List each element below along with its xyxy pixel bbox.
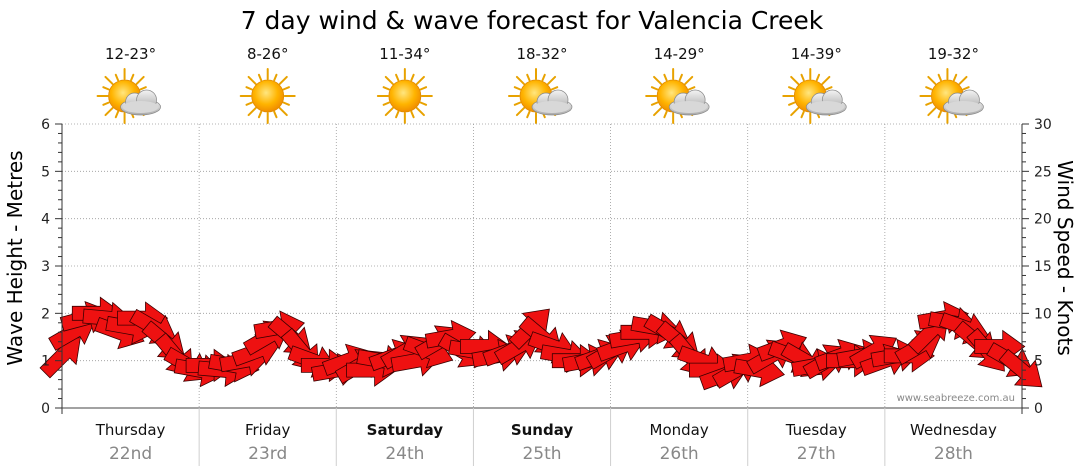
- partly-cloudy-icon: [508, 68, 573, 124]
- day-date-label: 27th: [797, 444, 836, 464]
- day-name-label: Thursday: [95, 421, 166, 439]
- day-name-label: Wednesday: [910, 421, 997, 439]
- left-tick-label: 6: [41, 117, 50, 133]
- day-name-label: Saturday: [367, 421, 444, 439]
- day-name-label: Friday: [245, 421, 291, 439]
- left-tick-label: 1: [41, 354, 50, 370]
- temperature-range: 14-29°: [654, 45, 705, 63]
- right-tick-label: 20: [1034, 212, 1052, 228]
- day-date-label: 25th: [522, 444, 561, 464]
- left-tick-label: 2: [41, 306, 50, 322]
- temperature-range: 11-34°: [379, 45, 430, 63]
- day-name-label: Tuesday: [785, 421, 847, 439]
- day-name-label: Monday: [650, 421, 709, 439]
- y-axis-label-right: Wind Speed - Knots: [1053, 160, 1077, 356]
- y-axis-label-left: Wave Height - Metres: [3, 150, 27, 365]
- day-date-label: 26th: [660, 444, 699, 464]
- partly-cloudy-icon: [96, 68, 161, 124]
- right-tick-label: 5: [1034, 354, 1043, 370]
- right-tick-label: 25: [1034, 164, 1052, 180]
- right-tick-label: 30: [1034, 117, 1052, 133]
- partly-cloudy-icon: [919, 68, 984, 124]
- right-tick-label: 10: [1034, 306, 1052, 322]
- chart-title: 7 day wind & wave forecast for Valencia …: [241, 6, 824, 35]
- temperature-range: 14-39°: [791, 45, 842, 63]
- left-tick-label: 4: [41, 212, 50, 228]
- watermark: www.seabreeze.com.au: [897, 393, 1015, 404]
- day-name-label: Sunday: [511, 421, 574, 439]
- temperature-range: 12-23°: [105, 45, 156, 63]
- temperature-range: 19-32°: [928, 45, 979, 63]
- day-date-label: 28th: [934, 444, 973, 464]
- temperature-range: 18-32°: [516, 45, 567, 63]
- left-tick-label: 3: [41, 259, 50, 275]
- day-date-label: 24th: [385, 444, 424, 464]
- sunny-icon: [239, 68, 296, 124]
- wind-arrow: [998, 348, 1043, 388]
- left-tick-label: 5: [41, 164, 50, 180]
- partly-cloudy-icon: [645, 68, 710, 124]
- left-tick-label: 0: [41, 401, 50, 417]
- day-date-label: 22nd: [109, 444, 152, 464]
- day-date-label: 23rd: [248, 444, 287, 464]
- temperature-range: 8-26°: [247, 45, 289, 63]
- partly-cloudy-icon: [782, 68, 847, 124]
- right-tick-label: 0: [1034, 401, 1043, 417]
- right-tick-label: 15: [1034, 259, 1052, 275]
- sunny-icon: [376, 68, 433, 124]
